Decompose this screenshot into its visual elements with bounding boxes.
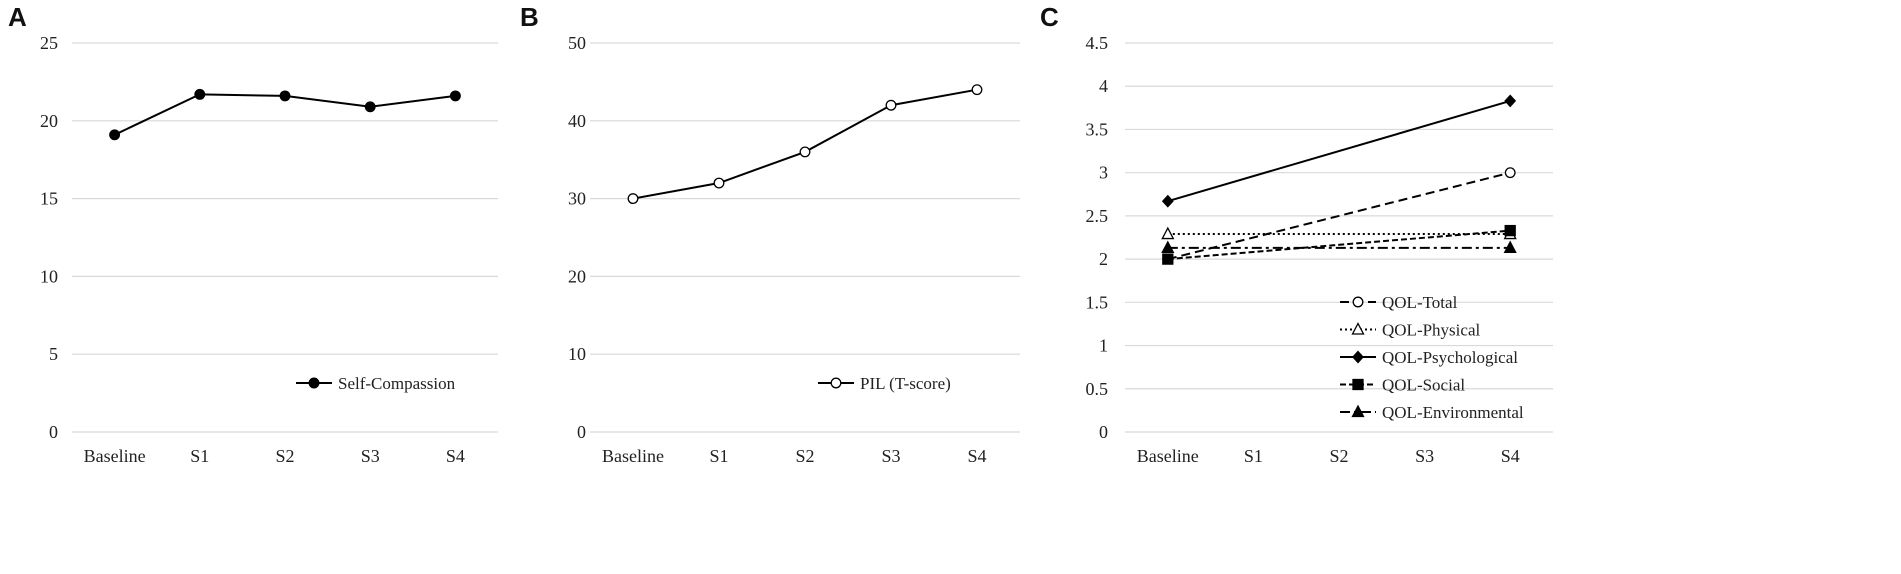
x-tick-label: S3 [881,446,900,466]
x-tick-label: Baseline [84,446,146,466]
x-tick-label: S1 [1244,446,1263,466]
y-tick-label: 20 [568,266,586,286]
data-point [109,129,121,141]
y-tick-label: 20 [40,111,58,131]
y-tick-label: 4 [1099,76,1108,96]
y-tick-label: 40 [568,111,586,131]
data-point [1504,167,1516,179]
series-line [1167,171,1511,261]
legend-label: PIL (T-score) [860,374,951,393]
y-tick-label: 5 [49,344,58,364]
x-tick-label: S1 [190,446,209,466]
y-tick-label: 2 [1099,249,1108,269]
data-point [1161,226,1175,240]
legend-entry: QOL-Social [1340,376,1465,395]
legend-entry: QOL-Psychological [1340,348,1518,367]
y-tick-label: 30 [568,189,586,209]
x-tick-label: S3 [1415,446,1434,466]
series-line [632,88,978,200]
data-point [279,90,291,102]
legend-marker [830,377,842,389]
x-tick-label: Baseline [1137,446,1199,466]
x-tick-label: S3 [361,446,380,466]
chart-panel-a: A 0 5 10 15 20 25 Baseline S1 S2 S3 S4 Self-Compassi… [8,2,498,466]
y-tick-label: 3 [1099,163,1108,183]
data-point [1504,94,1517,108]
legend-marker [1352,378,1364,391]
y-tick-label: 15 [40,189,58,209]
y-tick-label: 1 [1099,336,1108,356]
y-tick-label: 0 [49,422,58,442]
data-point [194,88,206,100]
y-tick-label: 10 [40,266,58,286]
legend-label: QOL-Social [1382,376,1465,395]
legend-marker [1352,296,1364,308]
data-point [449,90,461,102]
legend-marker [1351,322,1365,335]
chart-panel-c: C 0 0.5 1 1.5 2 2.5 3 3.5 4 4.5 Baseline S1 S2 S3 S4 QOL… [1040,2,1553,466]
legend-entry: QOL-Physical [1340,321,1480,340]
x-tick-label: S4 [1501,446,1520,466]
y-tick-label: 3.5 [1086,119,1109,139]
data-point [1504,224,1516,237]
data-point [885,99,897,111]
data-point [799,146,811,158]
panel-letter: C [1040,2,1059,32]
series-line [1167,99,1511,203]
legend-marker [1352,350,1364,364]
series-qol-environmental [1161,240,1517,254]
y-tick-label: 50 [568,33,586,53]
data-point [1161,194,1174,208]
panel-letter: A [8,2,27,32]
y-tick-label: 10 [568,344,586,364]
x-tick-label: S4 [967,446,986,466]
series-qol-psychological [1161,94,1517,208]
legend-label: Self-Compassion [338,374,456,393]
y-tick-label: 0.5 [1086,379,1109,399]
legend-label: QOL-Physical [1382,321,1480,340]
x-tick-label: S2 [275,446,294,466]
series-qol-social [1162,224,1516,265]
x-tick-label: S1 [709,446,728,466]
legend-label: QOL-Total [1382,293,1458,312]
legend-marker [1351,404,1365,418]
legend-marker [308,377,320,389]
panel-letter: B [520,2,539,32]
y-tick-label: 2.5 [1086,206,1109,226]
x-tick-label: S4 [446,446,465,466]
y-tick-label: 4.5 [1086,33,1109,53]
series-pil-t-score [627,84,983,205]
legend-entry: Self-Compassion [296,374,456,393]
series-qol-physical [1161,226,1517,240]
legend-label: QOL-Environmental [1382,403,1524,422]
legend-entry: QOL-Environmental [1340,403,1524,422]
data-point [713,177,725,189]
x-tick-label: S2 [795,446,814,466]
data-point [971,84,983,96]
legend-entry: QOL-Total [1340,293,1458,312]
data-point [1161,240,1175,254]
x-tick-label: S2 [1329,446,1348,466]
data-point [364,101,376,113]
chart-panel-b: B 0 10 20 30 40 50 Baseline S1 S2 S3 S4 PIL (T-score… [520,2,1020,466]
data-point [627,193,639,205]
series-line [1167,229,1511,261]
legend-label: QOL-Psychological [1382,348,1518,367]
data-point [1503,240,1517,254]
y-tick-label: 0 [1099,422,1108,442]
series-self-compassion [109,88,461,141]
data-point [1162,253,1174,265]
y-tick-label: 25 [40,33,58,53]
y-tick-label: 0 [577,422,586,442]
legend-entry: PIL (T-score) [818,374,951,393]
y-tick-label: 1.5 [1086,292,1109,312]
x-tick-label: Baseline [602,446,664,466]
